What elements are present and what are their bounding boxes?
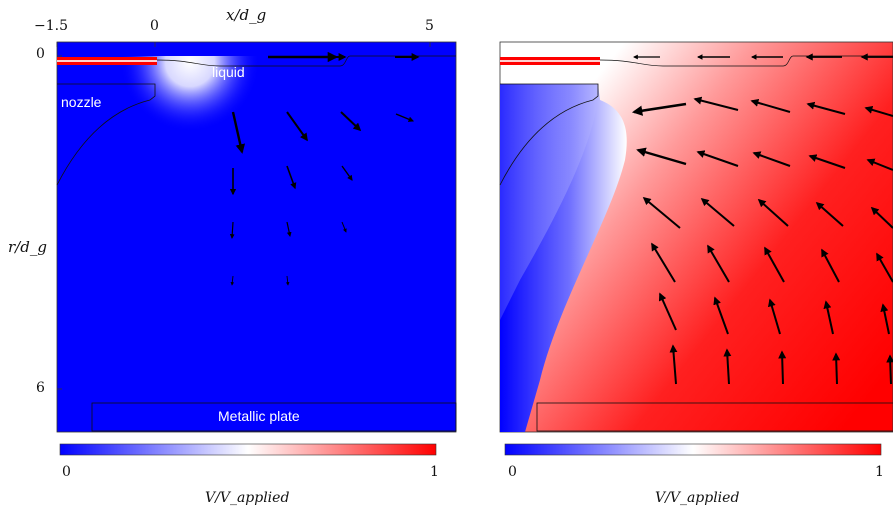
field-arrow (821, 248, 840, 283)
field-arrow (669, 344, 678, 385)
x-tick-zero: 0 (150, 18, 159, 34)
field-arrow (341, 165, 353, 181)
right-panel (499, 41, 893, 456)
right-field-arrows (631, 53, 893, 385)
field-arrow (286, 165, 297, 190)
field-arrow (230, 275, 235, 286)
field-arrow (713, 296, 729, 335)
field-arrow (636, 147, 687, 166)
plate-label: Metallic plate (218, 408, 300, 424)
right-plate-outline (536, 402, 893, 432)
right-colorbar-max: 1 (875, 464, 884, 480)
left-nozzle-outline (56, 83, 156, 186)
y-tick-zero: 0 (36, 46, 45, 62)
field-arrow (341, 221, 347, 233)
field-arrow (642, 196, 681, 229)
left-field-arrows (229, 51, 420, 286)
field-arrow (696, 150, 739, 167)
right-liquid-surface (599, 55, 893, 67)
field-arrow (286, 111, 308, 142)
x-tick-five: 5 (425, 18, 434, 34)
field-arrow (285, 275, 290, 286)
field-arrow (700, 197, 735, 227)
left-axis-label: r/d_g (8, 238, 47, 256)
field-arrow (806, 101, 846, 115)
field-arrow (808, 154, 846, 169)
field-arrow (723, 348, 732, 385)
left-liquid-surface (156, 55, 456, 67)
left-colorbar-max: 1 (430, 464, 439, 480)
field-arrow (767, 298, 781, 335)
field-arrow (880, 303, 890, 335)
field-arrow (750, 98, 791, 113)
field-arrow (231, 111, 245, 154)
field-arrow (764, 246, 785, 283)
field-arrow (757, 198, 789, 227)
left-field-glow (120, 56, 260, 136)
left-side-ticks (57, 55, 62, 390)
right-colorbar (504, 443, 882, 456)
field-arrow (864, 105, 893, 117)
field-arrow (832, 352, 841, 385)
x-tick-neg: −1.5 (34, 18, 68, 34)
top-axis-label: x/d_g (226, 6, 266, 24)
field-arrow (823, 300, 834, 335)
field-arrow (815, 201, 844, 227)
liquid-label: liquid (212, 64, 245, 80)
field-arrow (286, 221, 292, 237)
field-arrow (651, 242, 676, 283)
left-liquid-core (57, 60, 157, 62)
left-colorbar-label: V/V_applied (205, 490, 290, 506)
left-top-ticks (56, 42, 431, 47)
right-colorbar-min: 0 (508, 464, 517, 480)
field-arrow (631, 102, 687, 116)
field-arrow (886, 354, 893, 385)
field-arrow (395, 113, 415, 122)
field-arrow (707, 244, 730, 283)
field-arrow (876, 252, 893, 283)
nozzle-label: nozzle (61, 94, 102, 110)
y-tick-six: 6 (36, 380, 45, 396)
field-arrow (229, 221, 235, 239)
field-arrow (693, 96, 739, 111)
field-arrow (752, 151, 791, 167)
field-arrow (658, 292, 677, 331)
field-arrow (866, 158, 893, 171)
right-blue-core (500, 84, 598, 320)
left-plate-outline (91, 402, 457, 432)
left-colorbar (59, 443, 437, 456)
right-nozzle-outline (499, 83, 599, 186)
left-colorbar-min: 0 (62, 464, 71, 480)
right-colorbar-label: V/V_applied (655, 490, 740, 506)
field-arrow (340, 111, 362, 132)
field-arrow (870, 206, 893, 229)
top-axis-label-text: x/d_g (226, 6, 267, 24)
field-arrow (778, 350, 787, 385)
left-axis-label-text: r/d_g (8, 238, 47, 256)
left-panel (56, 41, 457, 456)
right-liquid-core (500, 60, 600, 62)
